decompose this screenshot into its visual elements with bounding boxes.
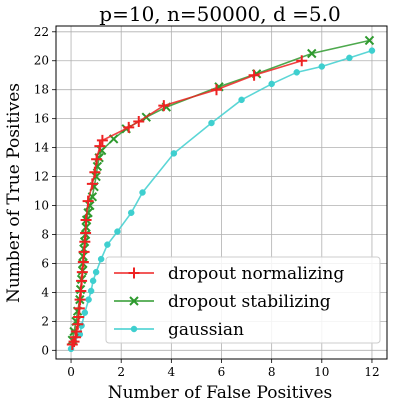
- data-point-gaussian: [139, 189, 146, 196]
- data-point-dropout-normalizing: [158, 100, 170, 112]
- x-tick-label: 6: [218, 365, 226, 379]
- y-tick-label: 14: [34, 141, 50, 155]
- data-point-dropout-normalizing: [210, 84, 222, 96]
- series-gaussian: [67, 47, 376, 353]
- y-tick-label: 20: [34, 54, 49, 68]
- data-point-gaussian: [81, 309, 89, 316]
- data-point-dropout-normalizing: [123, 121, 135, 133]
- x-tick-label: 10: [314, 365, 329, 379]
- data-point-dropout-normalizing: [78, 246, 90, 258]
- data-point-gaussian: [208, 119, 215, 127]
- legend-item: dropout stabilizing: [114, 292, 331, 312]
- legend-box: [105, 256, 381, 344]
- data-point-gaussian: [127, 209, 135, 217]
- legend-label: dropout stabilizing: [168, 292, 331, 312]
- legend-marker: [129, 296, 139, 306]
- x-tick-label: 0: [67, 365, 75, 379]
- chart-title: p=10, n=50000, d =5.0: [99, 2, 340, 26]
- data-point-gaussian: [293, 69, 300, 76]
- legend-marker: [130, 325, 138, 333]
- data-point-dropout-normalizing: [75, 285, 87, 297]
- data-point-dropout-normalizing: [91, 153, 103, 165]
- ticks: 0 2 4 6 8 10 12 0 2 4 6 8 10 12 14 16 18 20 22: [34, 25, 380, 379]
- data-point-dropout-stabilizing: [364, 35, 375, 46]
- data-point-gaussian: [92, 268, 100, 276]
- series-layer: [66, 35, 376, 353]
- data-point-dropout-normalizing: [96, 134, 108, 146]
- legend-item: dropout normalizing: [114, 264, 344, 284]
- y-tick-label: 2: [41, 314, 49, 328]
- data-point-dropout-normalizing: [133, 116, 145, 128]
- y-axis-label: Number of True Positives: [4, 83, 24, 303]
- data-point-dropout-normalizing: [80, 227, 92, 239]
- data-point-dropout-normalizing: [248, 69, 260, 81]
- x-tick-label: 4: [168, 365, 176, 379]
- legend-item: gaussian: [114, 320, 244, 340]
- y-tick-label: 6: [41, 256, 49, 270]
- y-tick-label: 22: [34, 25, 49, 39]
- x-axis-label: Number of False Positives: [108, 383, 333, 400]
- x-tick-label: 8: [268, 365, 276, 379]
- data-point-gaussian: [238, 96, 245, 104]
- data-point-dropout-normalizing: [82, 195, 94, 207]
- data-point-dropout-normalizing: [89, 166, 101, 178]
- legend: dropout normalizing dropout stabilizing ga…: [105, 256, 381, 344]
- data-point-dropout-normalizing: [296, 55, 308, 67]
- y-tick-label: 10: [34, 199, 49, 213]
- data-point-dropout-normalizing: [76, 266, 88, 278]
- data-point-gaussian: [89, 277, 97, 285]
- data-point-gaussian: [318, 63, 326, 70]
- data-point-dropout-normalizing: [71, 325, 83, 337]
- data-point-gaussian: [104, 241, 111, 248]
- x-tick-label: 2: [117, 365, 125, 379]
- legend-marker: [128, 267, 140, 279]
- data-point-dropout-normalizing: [86, 178, 98, 190]
- data-point-gaussian: [87, 287, 95, 295]
- data-point-gaussian: [114, 228, 121, 235]
- data-point-gaussian: [268, 80, 275, 88]
- series-dropout-normalizing: [66, 55, 308, 351]
- series-line-gaussian: [70, 49, 373, 350]
- data-point-gaussian: [170, 150, 178, 157]
- data-point-dropout-normalizing: [94, 140, 106, 152]
- y-tick-label: 8: [41, 227, 49, 241]
- data-point-gaussian: [346, 54, 353, 62]
- y-tick-label: 4: [41, 285, 49, 299]
- legend-label: dropout normalizing: [168, 264, 344, 284]
- legend-label: gaussian: [168, 320, 244, 340]
- y-tick-label: 16: [34, 112, 49, 126]
- y-tick-label: 18: [34, 83, 49, 97]
- data-point-dropout-normalizing: [80, 214, 92, 226]
- data-point-gaussian: [368, 47, 376, 54]
- data-point-dropout-normalizing: [77, 256, 89, 268]
- y-tick-label: 0: [41, 343, 49, 357]
- data-point-dropout-normalizing: [70, 331, 82, 343]
- data-point-gaussian: [97, 255, 105, 263]
- data-point-dropout-stabilizing: [307, 48, 317, 59]
- x-tick-label: 12: [364, 365, 379, 379]
- data-point-gaussian: [85, 296, 92, 303]
- y-tick-label: 12: [34, 170, 49, 184]
